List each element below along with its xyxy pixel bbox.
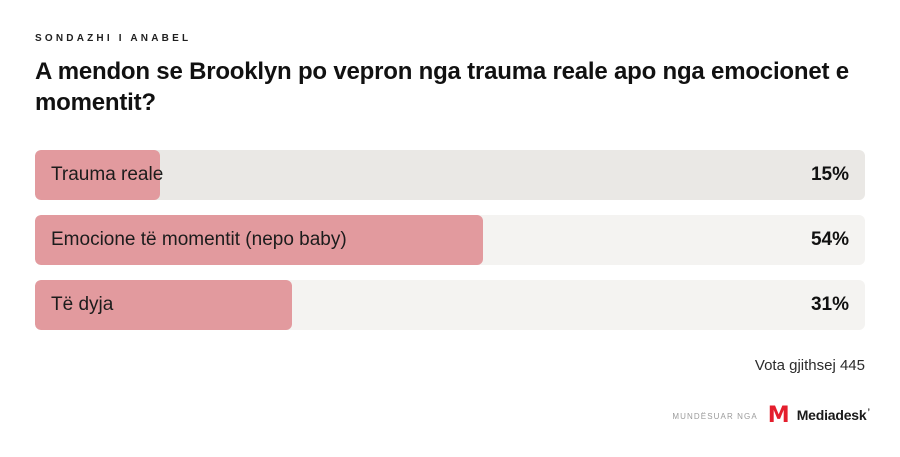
total-votes-label: Vota gjithsej 445 (754, 357, 865, 374)
brand-name-wrap: Mediadesk’ (797, 407, 870, 425)
poll-option-label: Trauma reale (51, 164, 164, 185)
poll-option-row[interactable]: Trauma reale 15% (35, 150, 865, 200)
poll-option-bar-fill (35, 215, 484, 265)
poll-option-label: Të dyja (51, 294, 114, 315)
brand-name: Mediadesk (796, 407, 867, 423)
poll-question-title: A mendon se Brooklyn po vepron nga traum… (35, 58, 849, 116)
poll-option-row[interactable]: Të dyja 31% (35, 280, 865, 330)
brand-trademark-tick: ’ (867, 407, 870, 417)
poll-option-bar-fill (35, 280, 293, 330)
powered-by-footer: MUNDËSUAR NGA M Mediadesk’ (672, 403, 870, 428)
poll-option-percent: 15% (810, 164, 849, 185)
poll-option-label: Emocione të momentit (nepo baby) (51, 229, 347, 250)
poll-option-bar-fill (35, 150, 160, 200)
poll-option-percent: 54% (810, 229, 849, 250)
powered-by-label: MUNDËSUAR NGA (672, 411, 758, 421)
poll-option-row[interactable]: Emocione të momentit (nepo baby) 54% (35, 215, 865, 265)
poll-kicker: SONDAZHI I ANABEL (35, 33, 192, 44)
poll-results-list: Trauma reale 15% Emocione të momentit (nep… (35, 150, 865, 345)
poll-option-percent: 31% (810, 294, 849, 315)
mediadesk-logo-icon: M (767, 403, 790, 428)
